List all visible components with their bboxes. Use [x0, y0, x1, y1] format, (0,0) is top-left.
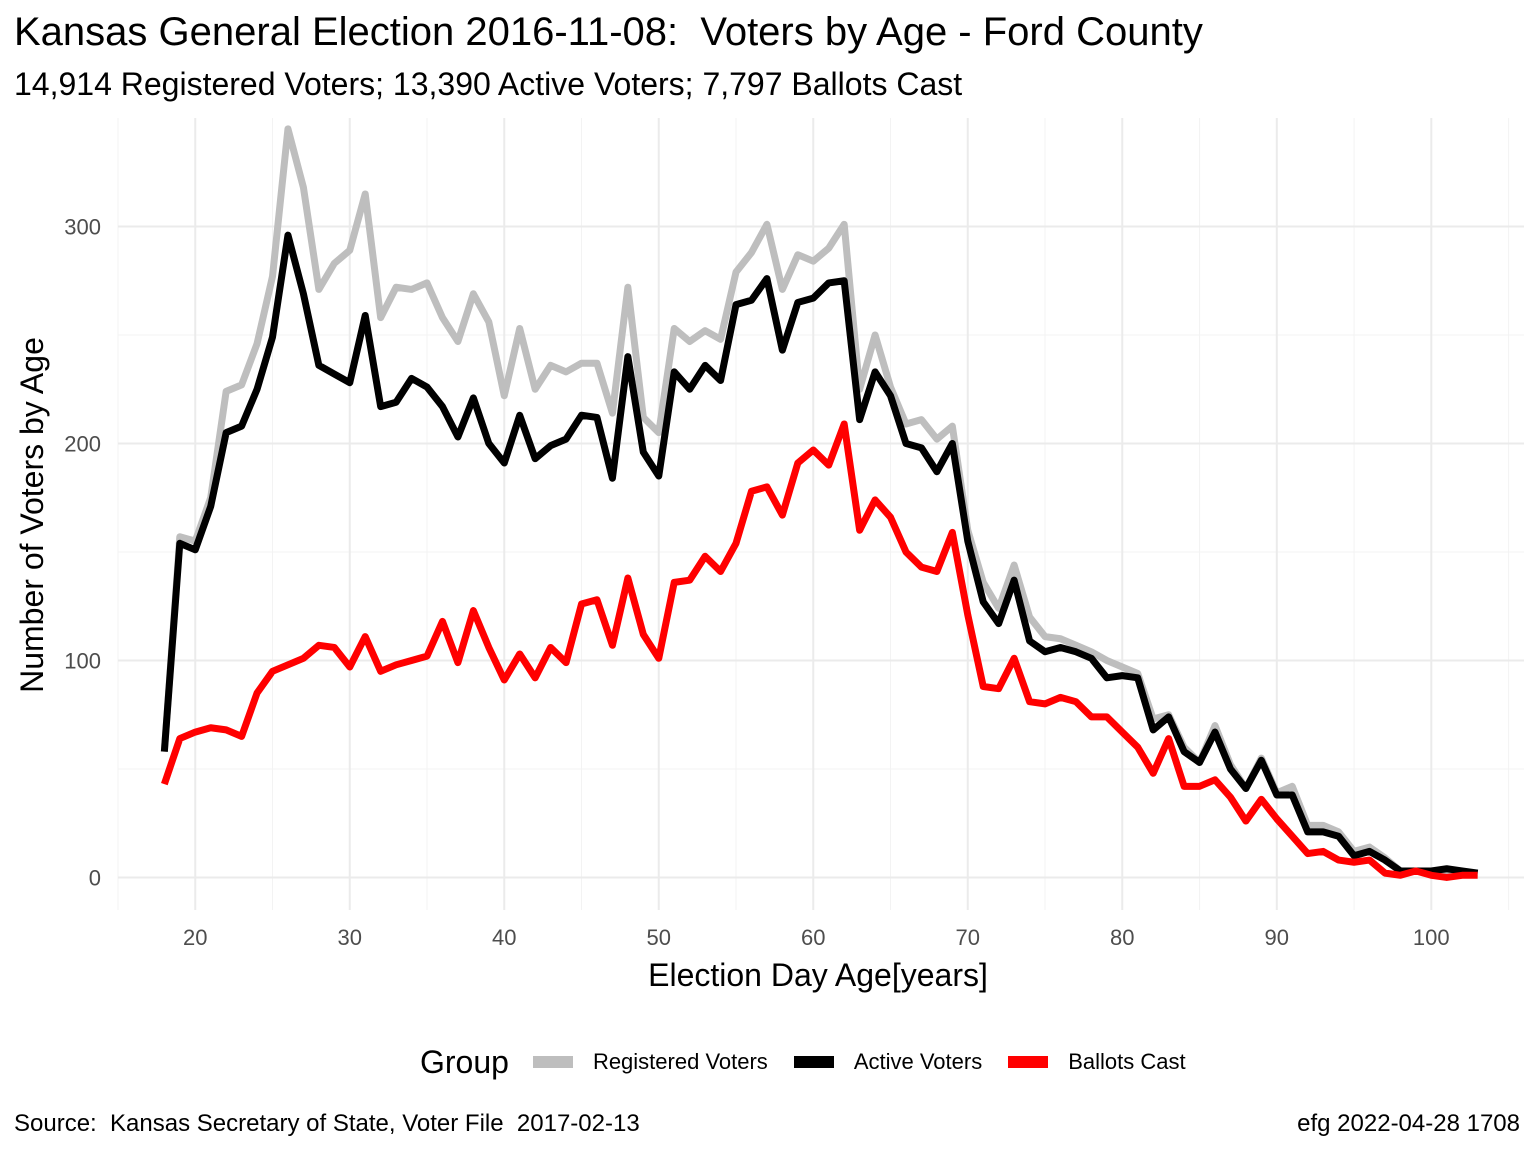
x-tick-label: 90 — [1265, 925, 1289, 950]
legend-item-active-voters: Active Voters — [793, 1049, 983, 1075]
plot-panel — [118, 118, 1524, 910]
x-axis-title: Election Day Age[years] — [648, 957, 988, 993]
y-axis-ticks: 0 100 200 300 — [64, 214, 101, 890]
y-tick-label: 100 — [64, 648, 101, 673]
legend-item-registered-voters: Registered Voters — [532, 1049, 768, 1075]
credit-caption: efg 2022-04-28 1708 — [1297, 1110, 1520, 1137]
line-chart: 20 30 40 50 60 70 80 90 100 0 100 200 300 Election … — [14, 118, 1524, 993]
y-tick-label: 0 — [89, 865, 101, 890]
x-axis-ticks: 20 30 40 50 60 70 80 90 100 — [183, 925, 1450, 950]
legend-key-active-voters — [793, 1056, 834, 1068]
x-tick-label: 40 — [492, 925, 516, 950]
legend-label-ballots-cast: Ballots Cast — [1068, 1049, 1186, 1074]
x-tick-label: 60 — [801, 925, 825, 950]
legend-label-active-voters: Active Voters — [853, 1049, 983, 1074]
series-line-ballots-cast — [161, 420, 1478, 881]
legend: Group Registered Voters Active Voters Ba… — [420, 1040, 1212, 1084]
x-tick-label: 50 — [647, 925, 671, 950]
source-caption: Source: Kansas Secretary of State, Voter… — [14, 1110, 640, 1137]
x-tick-label: 80 — [1110, 925, 1134, 950]
y-axis-title: Number of Voters by Age — [14, 337, 50, 693]
series-line-active-voters — [160, 231, 1479, 877]
legend-title: Group — [420, 1043, 509, 1080]
chart-title: Kansas General Election 2016-11-08: Vote… — [14, 10, 1203, 54]
legend-key-ballots-cast — [1008, 1056, 1049, 1068]
x-tick-label: 30 — [338, 925, 362, 950]
x-tick-label: 70 — [956, 925, 980, 950]
legend-key-registered-voters — [532, 1056, 573, 1068]
grid-lines — [117, 118, 1524, 910]
legend-item-ballots-cast: Ballots Cast — [1008, 1049, 1186, 1075]
chart-subtitle: 14,914 Registered Voters; 13,390 Active … — [14, 66, 963, 102]
y-tick-label: 200 — [64, 431, 101, 456]
x-tick-label: 100 — [1413, 925, 1450, 950]
y-tick-label: 300 — [64, 214, 101, 239]
legend-label-registered-voters: Registered Voters — [592, 1049, 768, 1074]
series-layer — [160, 125, 1479, 881]
x-tick-label: 20 — [183, 925, 207, 950]
